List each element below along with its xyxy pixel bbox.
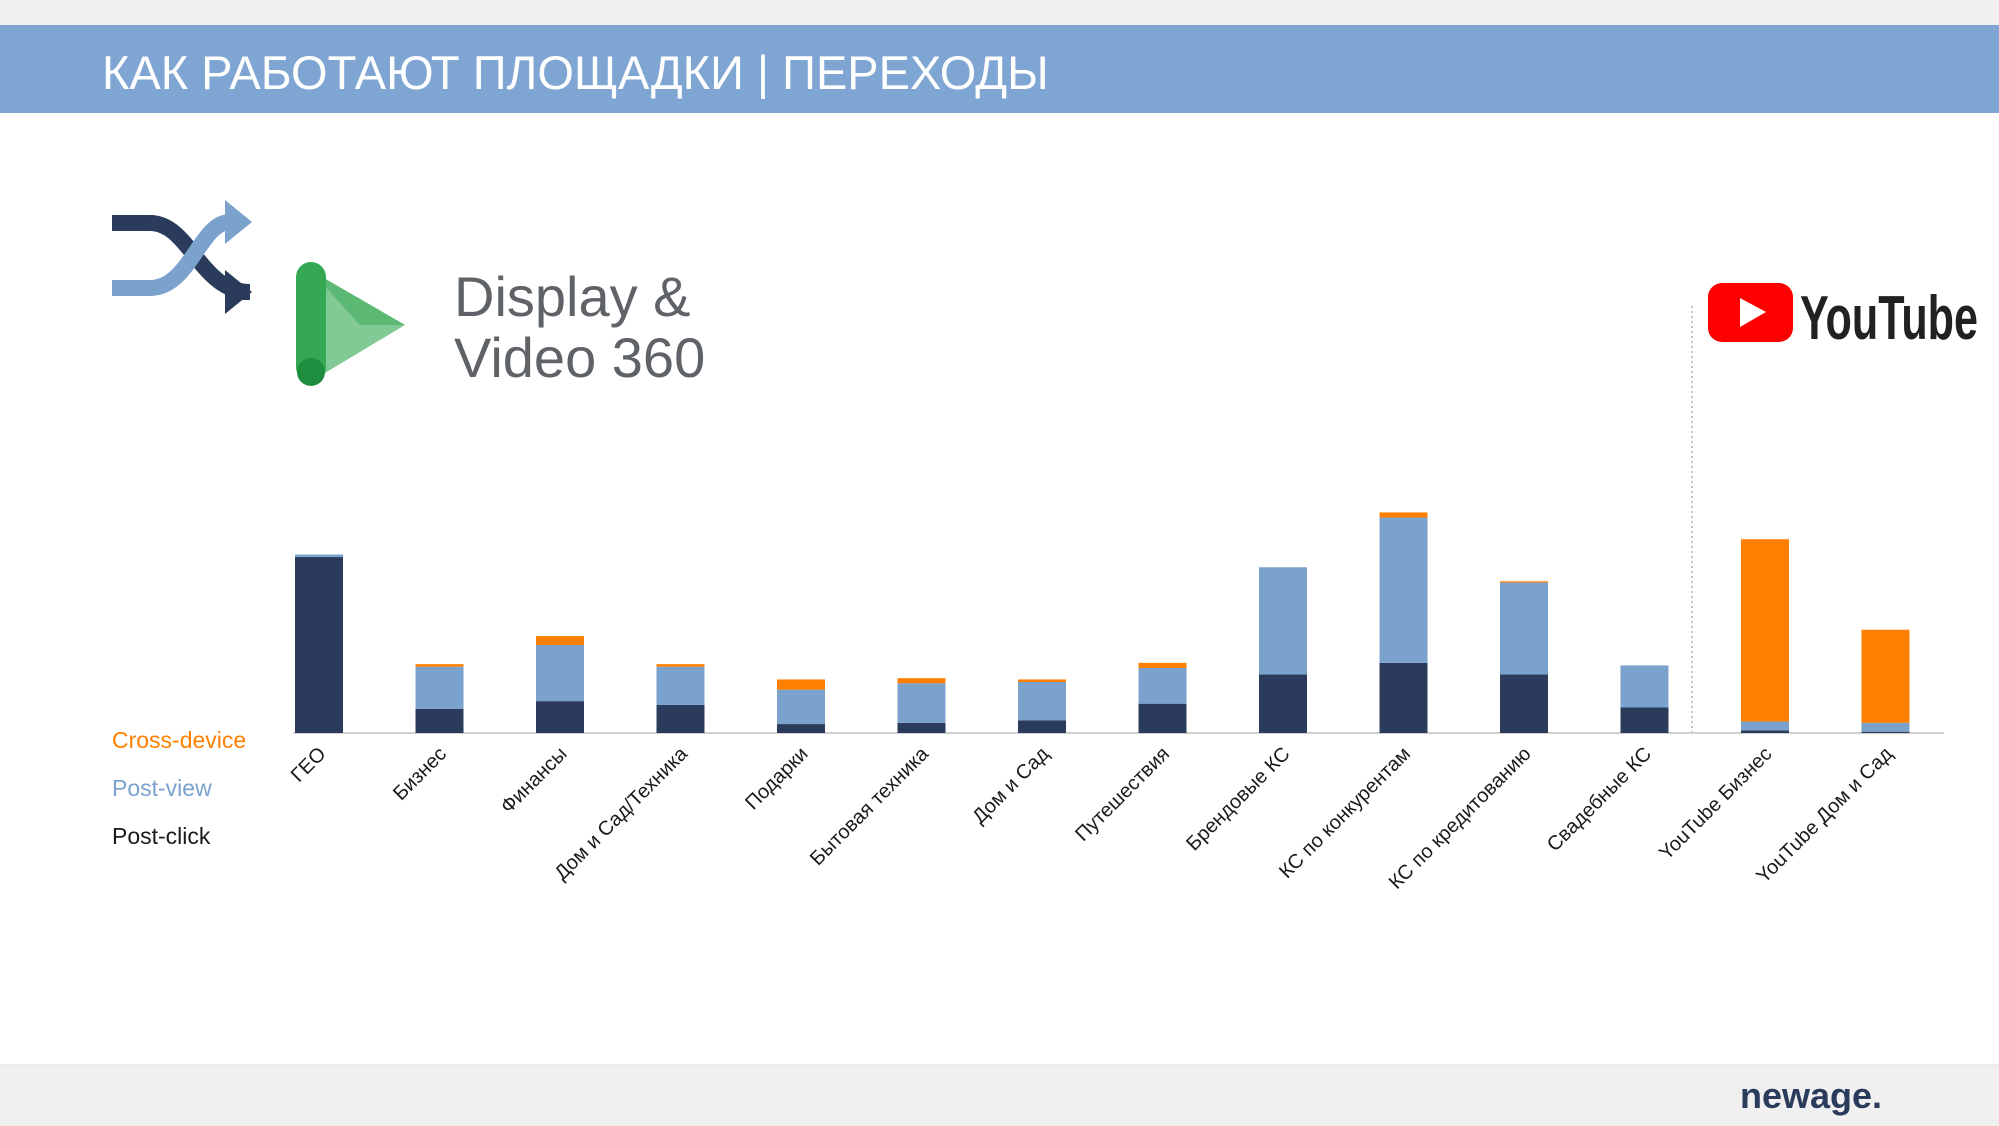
bar-segment: [1138, 667, 1187, 704]
x-tick-label: ГЕО: [287, 743, 331, 787]
x-tick-label: Подарки: [741, 743, 812, 814]
bar-segment: [656, 664, 705, 667]
bar-segment: [1259, 567, 1307, 675]
bar-segment: [1500, 674, 1548, 733]
bar-segment: [897, 678, 946, 684]
header-band: [0, 25, 1999, 113]
dv360-logo: [296, 262, 405, 386]
x-tick-label: Путешествия: [1071, 743, 1174, 846]
dv360-text: Video 360: [454, 326, 705, 389]
bar-segment: [777, 689, 825, 725]
bar-segment: [1500, 581, 1548, 583]
shuffle-icon: [112, 200, 252, 314]
youtube-text: YouTube: [1800, 284, 1978, 353]
bar-segment: [656, 704, 705, 733]
x-tick-label: YouTube Дом и Сад: [1752, 743, 1897, 888]
bar-segment: [1138, 662, 1187, 668]
x-tick-label: Дом и Сад/Техника: [550, 742, 692, 884]
bar-segment: [536, 645, 584, 702]
bar-segment: [1379, 517, 1428, 663]
bar-segment: [1741, 730, 1789, 733]
bar-segment: [897, 683, 946, 723]
bar-segment: [1861, 629, 1910, 723]
bar-segment: [1861, 731, 1910, 733]
bar-segment: [1379, 662, 1428, 733]
legend-entry: Post-click: [112, 823, 211, 849]
bar-segment: [897, 722, 946, 733]
bar-segment: [1259, 674, 1307, 733]
bar-segment: [536, 701, 584, 733]
bar-segment: [295, 554, 343, 558]
x-tick-label: КС по конкурентам: [1275, 743, 1415, 883]
bar-segment: [1741, 539, 1789, 722]
x-tick-label: Свадебные КС: [1543, 743, 1656, 856]
bar-segment: [777, 724, 825, 733]
x-tick-label: YouTube Бизнес: [1655, 743, 1776, 864]
youtube-logo: [1708, 283, 1793, 342]
bar-segment: [1138, 703, 1187, 733]
bar-segment: [1741, 721, 1789, 731]
bar-segment: [656, 666, 705, 705]
bar-segment: [536, 636, 584, 646]
bar-segment: [1018, 682, 1066, 721]
footer-band: [0, 1065, 1999, 1126]
bar-segment: [1018, 720, 1066, 733]
bar-segment: [777, 679, 825, 690]
bar-segment: [1018, 679, 1066, 682]
bar-segment: [1861, 722, 1910, 732]
x-tick-label: Финансы: [497, 743, 572, 818]
legend-entry: Cross-device: [112, 727, 246, 753]
bar-segment: [415, 666, 464, 709]
bar-segment: [1620, 665, 1669, 708]
x-tick-label: Брендовые КС: [1182, 743, 1294, 855]
bar-segment: [415, 664, 464, 667]
bar-segment: [1500, 582, 1548, 675]
dv360-text: Display &: [454, 265, 691, 328]
legend-entry: Post-view: [112, 775, 212, 801]
bar-segment: [295, 557, 343, 733]
x-tick-label: Бизнес: [389, 743, 451, 805]
top-band: [0, 0, 1999, 25]
bar-segment: [415, 708, 464, 733]
slide-title: КАК РАБОТАЮТ ПЛОЩАДКИ | ПЕРЕХОДЫ: [102, 46, 1049, 99]
bar-segment: [1379, 512, 1428, 518]
brand: newage.: [1740, 1075, 1882, 1116]
x-tick-label: Дом и Сад: [968, 743, 1053, 828]
bar-segment: [1620, 707, 1669, 733]
x-tick-label: Бытовая техника: [806, 742, 934, 870]
